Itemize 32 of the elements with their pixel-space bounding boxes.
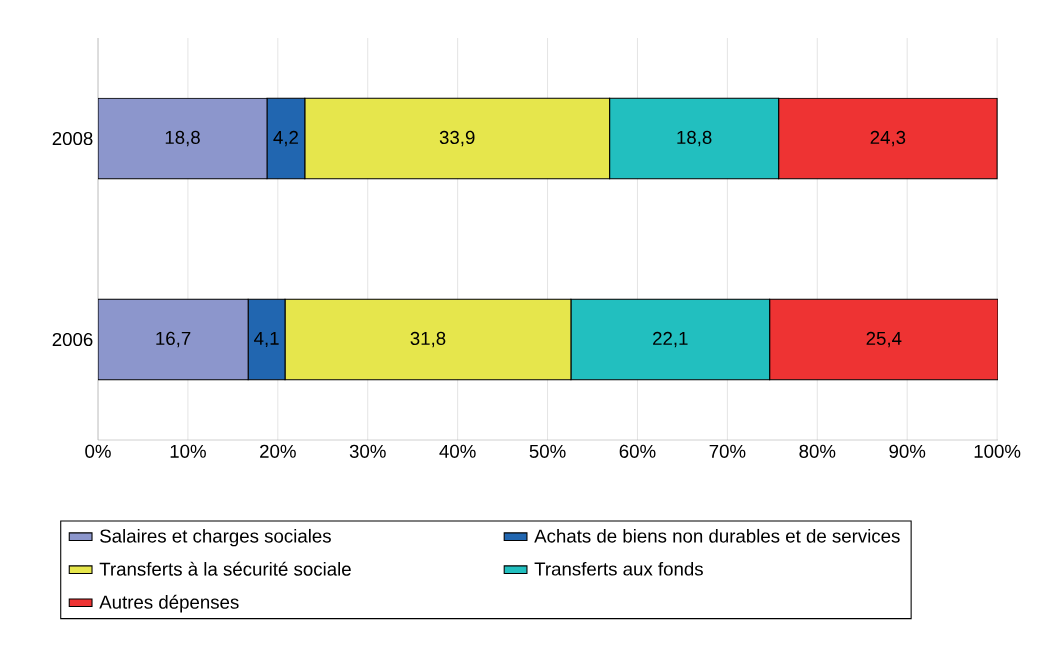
x-tick-label: 40% (439, 444, 476, 458)
x-tick-label: 10% (170, 444, 206, 458)
x-tick-label: 70% (709, 444, 746, 458)
bar (98, 298, 249, 381)
x-tick-label: 0% (85, 444, 111, 458)
data-label: 31,8 (410, 331, 446, 348)
data-label: 24,3 (870, 130, 906, 147)
data-label: 4,1 (254, 331, 279, 348)
legend-label: Transferts aux fonds (534, 561, 703, 576)
data-label: 33,9 (439, 130, 475, 147)
legend-label: Transferts à la sécurité sociale (99, 561, 351, 576)
y-tick-label: 2006 (52, 332, 93, 347)
x-tick-label: 90% (889, 444, 926, 458)
x-tick-label: 60% (619, 444, 656, 458)
data-label: 16,7 (156, 331, 191, 348)
x-tick-label: 80% (799, 444, 836, 458)
x-tick-label: 100% (974, 444, 1021, 458)
data-label: 18,8 (677, 130, 712, 147)
y-tick-label: 2008 (52, 131, 93, 146)
bar (778, 97, 998, 180)
data-label: 18,8 (165, 130, 200, 147)
x-tick-label: 30% (349, 444, 386, 458)
data-label: 25,4 (866, 331, 902, 348)
legend-label: Achats de biens non durables et de services (534, 528, 900, 543)
bar (98, 97, 268, 180)
x-tick-label: 50% (529, 444, 566, 458)
legend-label: Salaires et charges sociales (100, 528, 331, 547)
data-label: 4,2 (273, 130, 298, 147)
bar (769, 298, 999, 381)
legend-label: Autres dépenses (99, 594, 239, 613)
data-label: 22,1 (653, 331, 688, 348)
x-tick-label: 20% (260, 444, 296, 458)
